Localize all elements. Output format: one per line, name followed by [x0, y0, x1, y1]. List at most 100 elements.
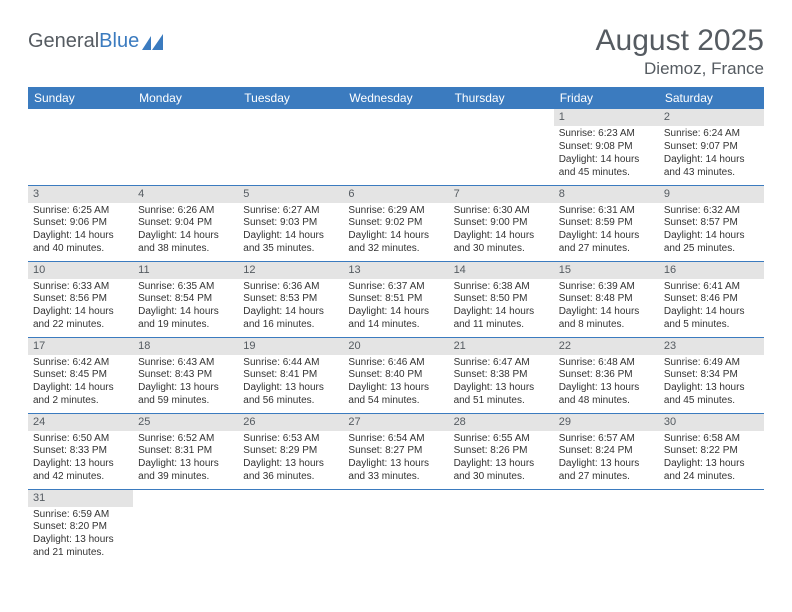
calendar-row: 3Sunrise: 6:25 AMSunset: 9:06 PMDaylight…: [28, 185, 764, 261]
weekday-header: Friday: [554, 87, 659, 109]
day-details: Sunrise: 6:29 AMSunset: 9:02 PMDaylight:…: [343, 203, 448, 259]
daylight-line: Daylight: 14 hours and 2 minutes.: [33, 382, 128, 408]
day-details: Sunrise: 6:44 AMSunset: 8:41 PMDaylight:…: [238, 355, 343, 411]
day-details: Sunrise: 6:37 AMSunset: 8:51 PMDaylight:…: [343, 279, 448, 335]
calendar-cell: [238, 489, 343, 565]
sunset-line: Sunset: 8:29 PM: [243, 445, 338, 458]
calendar-cell: 7Sunrise: 6:30 AMSunset: 9:00 PMDaylight…: [449, 185, 554, 261]
day-number: [343, 109, 448, 126]
sunrise-line: Sunrise: 6:59 AM: [33, 509, 128, 522]
sunset-line: Sunset: 9:00 PM: [454, 217, 549, 230]
sunrise-line: Sunrise: 6:46 AM: [348, 357, 443, 370]
sunset-line: Sunset: 8:59 PM: [559, 217, 654, 230]
sunset-line: Sunset: 9:04 PM: [138, 217, 233, 230]
sunrise-line: Sunrise: 6:30 AM: [454, 205, 549, 218]
sunrise-line: Sunrise: 6:50 AM: [33, 433, 128, 446]
daylight-line: Daylight: 13 hours and 45 minutes.: [664, 382, 759, 408]
day-details: Sunrise: 6:31 AMSunset: 8:59 PMDaylight:…: [554, 203, 659, 259]
day-details: Sunrise: 6:54 AMSunset: 8:27 PMDaylight:…: [343, 431, 448, 487]
day-number: 29: [554, 414, 659, 431]
day-number: 17: [28, 338, 133, 355]
calendar-cell: [554, 489, 659, 565]
day-details: Sunrise: 6:36 AMSunset: 8:53 PMDaylight:…: [238, 279, 343, 335]
sunrise-line: Sunrise: 6:33 AM: [33, 281, 128, 294]
day-number: 15: [554, 262, 659, 279]
calendar-cell: 5Sunrise: 6:27 AMSunset: 9:03 PMDaylight…: [238, 185, 343, 261]
calendar-cell: 20Sunrise: 6:46 AMSunset: 8:40 PMDayligh…: [343, 337, 448, 413]
calendar-cell: [659, 489, 764, 565]
day-number: [238, 109, 343, 126]
calendar-cell: 6Sunrise: 6:29 AMSunset: 9:02 PMDaylight…: [343, 185, 448, 261]
sunrise-line: Sunrise: 6:44 AM: [243, 357, 338, 370]
day-number: 2: [659, 109, 764, 126]
daylight-line: Daylight: 13 hours and 48 minutes.: [559, 382, 654, 408]
logo: GeneralBlue: [28, 24, 164, 53]
day-details: Sunrise: 6:24 AMSunset: 9:07 PMDaylight:…: [659, 126, 764, 182]
day-number: [554, 490, 659, 507]
daylight-line: Daylight: 14 hours and 43 minutes.: [664, 154, 759, 180]
day-number: 28: [449, 414, 554, 431]
daylight-line: Daylight: 14 hours and 22 minutes.: [33, 306, 128, 332]
sunrise-line: Sunrise: 6:53 AM: [243, 433, 338, 446]
daylight-line: Daylight: 13 hours and 42 minutes.: [33, 458, 128, 484]
sunrise-line: Sunrise: 6:54 AM: [348, 433, 443, 446]
calendar-cell: 14Sunrise: 6:38 AMSunset: 8:50 PMDayligh…: [449, 261, 554, 337]
sunset-line: Sunset: 8:43 PM: [138, 369, 233, 382]
day-number: 13: [343, 262, 448, 279]
calendar-cell: 12Sunrise: 6:36 AMSunset: 8:53 PMDayligh…: [238, 261, 343, 337]
day-number: 3: [28, 186, 133, 203]
calendar-cell: 15Sunrise: 6:39 AMSunset: 8:48 PMDayligh…: [554, 261, 659, 337]
day-number: 5: [238, 186, 343, 203]
calendar-cell: [449, 109, 554, 185]
day-number: [449, 109, 554, 126]
daylight-line: Daylight: 14 hours and 38 minutes.: [138, 230, 233, 256]
sunset-line: Sunset: 8:38 PM: [454, 369, 549, 382]
weekday-header: Sunday: [28, 87, 133, 109]
daylight-line: Daylight: 14 hours and 27 minutes.: [559, 230, 654, 256]
sunset-line: Sunset: 8:33 PM: [33, 445, 128, 458]
calendar-cell: [343, 109, 448, 185]
sunset-line: Sunset: 8:41 PM: [243, 369, 338, 382]
day-number: [238, 490, 343, 507]
calendar-cell: 22Sunrise: 6:48 AMSunset: 8:36 PMDayligh…: [554, 337, 659, 413]
daylight-line: Daylight: 13 hours and 21 minutes.: [33, 534, 128, 560]
sunrise-line: Sunrise: 6:57 AM: [559, 433, 654, 446]
day-details: Sunrise: 6:39 AMSunset: 8:48 PMDaylight:…: [554, 279, 659, 335]
calendar-table: Sunday Monday Tuesday Wednesday Thursday…: [28, 87, 764, 565]
day-details: Sunrise: 6:55 AMSunset: 8:26 PMDaylight:…: [449, 431, 554, 487]
weekday-header: Monday: [133, 87, 238, 109]
calendar-cell: 31Sunrise: 6:59 AMSunset: 8:20 PMDayligh…: [28, 489, 133, 565]
daylight-line: Daylight: 13 hours and 56 minutes.: [243, 382, 338, 408]
calendar-cell: 27Sunrise: 6:54 AMSunset: 8:27 PMDayligh…: [343, 413, 448, 489]
daylight-line: Daylight: 14 hours and 19 minutes.: [138, 306, 233, 332]
calendar-cell: 23Sunrise: 6:49 AMSunset: 8:34 PMDayligh…: [659, 337, 764, 413]
sunrise-line: Sunrise: 6:25 AM: [33, 205, 128, 218]
sunrise-line: Sunrise: 6:58 AM: [664, 433, 759, 446]
calendar-cell: [133, 489, 238, 565]
day-number: 14: [449, 262, 554, 279]
sunset-line: Sunset: 9:03 PM: [243, 217, 338, 230]
daylight-line: Daylight: 13 hours and 24 minutes.: [664, 458, 759, 484]
calendar-row: 31Sunrise: 6:59 AMSunset: 8:20 PMDayligh…: [28, 489, 764, 565]
day-number: 9: [659, 186, 764, 203]
day-number: [659, 490, 764, 507]
calendar-cell: 9Sunrise: 6:32 AMSunset: 8:57 PMDaylight…: [659, 185, 764, 261]
sunrise-line: Sunrise: 6:38 AM: [454, 281, 549, 294]
calendar-row: 10Sunrise: 6:33 AMSunset: 8:56 PMDayligh…: [28, 261, 764, 337]
sunset-line: Sunset: 8:34 PM: [664, 369, 759, 382]
day-details: Sunrise: 6:48 AMSunset: 8:36 PMDaylight:…: [554, 355, 659, 411]
daylight-line: Daylight: 14 hours and 30 minutes.: [454, 230, 549, 256]
daylight-line: Daylight: 14 hours and 45 minutes.: [559, 154, 654, 180]
calendar-cell: 13Sunrise: 6:37 AMSunset: 8:51 PMDayligh…: [343, 261, 448, 337]
calendar-cell: [449, 489, 554, 565]
day-details: Sunrise: 6:33 AMSunset: 8:56 PMDaylight:…: [28, 279, 133, 335]
day-details: Sunrise: 6:46 AMSunset: 8:40 PMDaylight:…: [343, 355, 448, 411]
logo-text-1: General: [28, 30, 99, 53]
daylight-line: Daylight: 13 hours and 30 minutes.: [454, 458, 549, 484]
day-details: Sunrise: 6:47 AMSunset: 8:38 PMDaylight:…: [449, 355, 554, 411]
day-number: 18: [133, 338, 238, 355]
calendar-cell: [28, 109, 133, 185]
day-number: 25: [133, 414, 238, 431]
day-details: Sunrise: 6:57 AMSunset: 8:24 PMDaylight:…: [554, 431, 659, 487]
daylight-line: Daylight: 14 hours and 16 minutes.: [243, 306, 338, 332]
